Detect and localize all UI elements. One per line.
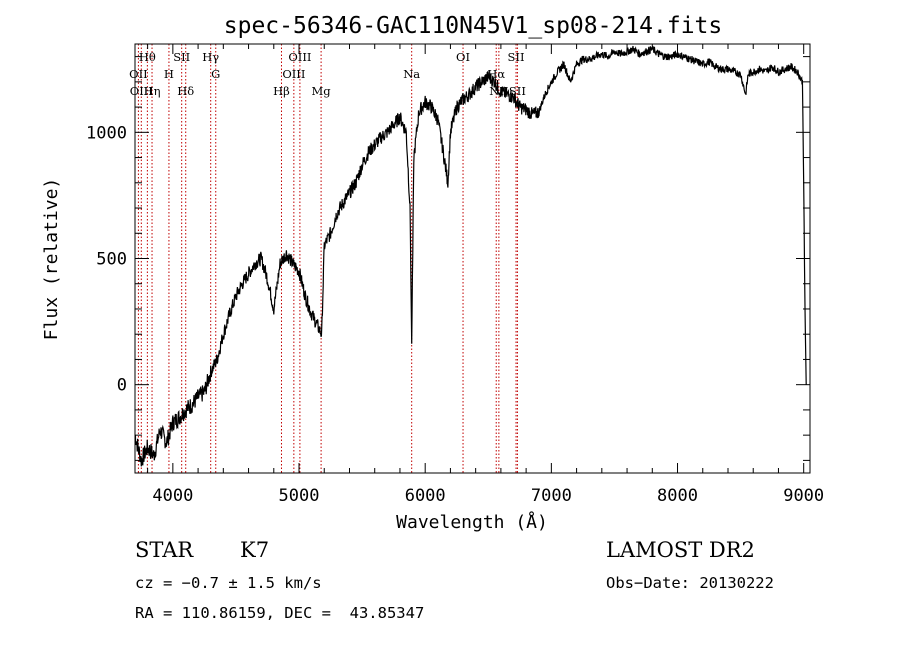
marker-label-7: Hγ <box>202 50 219 64</box>
chart-title: spec-56346-GAC110N45V1_sp08-214.fits <box>224 13 723 39</box>
y-axis-title: Flux (relative) <box>41 178 62 341</box>
marker-label-13: Na <box>403 67 420 81</box>
marker-label-17: SII <box>508 50 525 64</box>
spectrum-line <box>134 45 807 467</box>
marker-label-15: Hα <box>487 67 505 81</box>
y-tick-label-0: 0 <box>117 376 127 396</box>
object-class: STAR <box>135 538 194 562</box>
spectral-subclass: K7 <box>240 538 270 562</box>
marker-label-4: H <box>164 67 174 81</box>
marker-label-14: OI <box>456 50 470 64</box>
x-tick-label-5: 9000 <box>783 486 824 506</box>
marker-label-9: Hβ <box>273 84 290 98</box>
y-axis-ticks: 0 500 1000 <box>86 56 810 461</box>
marker-label-3: Hη <box>144 84 161 98</box>
x-tick-label-3: 7000 <box>531 486 572 506</box>
redshift-text: cz = −0.7 ± 1.5 km/s <box>135 574 322 592</box>
y-tick-label-2: 1000 <box>86 123 127 143</box>
marker-label-5: SII <box>173 50 190 64</box>
obs-date: Obs−Date: 20130222 <box>606 574 774 592</box>
marker-label-0: Hθ <box>139 50 156 64</box>
marker-label-12: Mg <box>312 84 332 98</box>
y-tick-label-1: 500 <box>96 250 127 270</box>
marker-label-8: G <box>211 67 220 81</box>
coordinates: RA = 110.86159, DEC = 43.85347 <box>135 604 425 622</box>
x-axis-title: Wavelength (Å) <box>396 511 548 533</box>
marker-label-1: OII <box>129 67 148 81</box>
x-tick-label-4: 8000 <box>657 486 698 506</box>
marker-label-10: OIII <box>282 67 305 81</box>
marker-label-6: Hδ <box>177 84 194 98</box>
line-markers <box>137 44 518 473</box>
x-tick-label-0: 4000 <box>152 486 193 506</box>
marker-label-11: OIII <box>288 50 311 64</box>
x-tick-label-2: 6000 <box>405 486 446 506</box>
plot-frame <box>134 43 811 474</box>
marker-label-2: OIII <box>130 84 153 98</box>
x-axis-ticks: 4000 5000 6000 7000 8000 9000 <box>147 44 824 506</box>
line-marker-labels: HθOIIOIIIHηHSIIHδHγGHβOIIIOIIIMgNaOIHαNI… <box>129 50 526 98</box>
x-tick-label-1: 5000 <box>279 486 320 506</box>
data-release: LAMOST DR2 <box>606 538 755 562</box>
